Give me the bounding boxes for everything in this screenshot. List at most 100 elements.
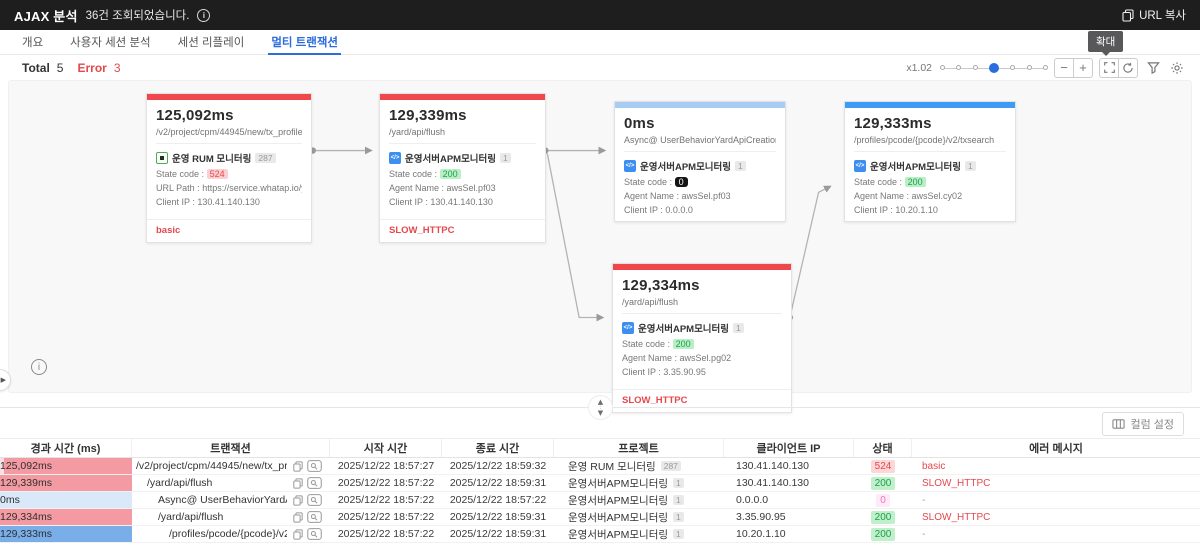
settings-button[interactable] xyxy=(1168,59,1186,77)
card-field: Agent Name : awsSel.pf03 xyxy=(389,183,496,193)
elapsed-value: 129,333ms xyxy=(0,528,52,540)
copy-icon[interactable] xyxy=(293,511,303,523)
table-row[interactable]: 129,333ms /profiles/pcode/{pcode}/v2/txs… xyxy=(0,526,1200,543)
copy-icon[interactable] xyxy=(293,460,303,472)
url-copy-label: URL 복사 xyxy=(1139,10,1186,22)
status-badge: 200 xyxy=(870,527,896,541)
col-header-client-ip[interactable]: 클라이언트 IP xyxy=(724,439,854,457)
card-error-label: SLOW_HTTPC xyxy=(613,389,791,412)
zoom-slider-dot[interactable] xyxy=(1026,65,1032,70)
table-row[interactable]: 129,334ms /yard/api/flush 2025/12/22 18:… xyxy=(0,509,1200,526)
zoom-slider-dot[interactable] xyxy=(940,65,945,70)
apm-project-icon: </> xyxy=(622,322,634,334)
col-header-elapsed[interactable]: 경과 시간 (ms) xyxy=(0,439,132,457)
panel-splitter-handle[interactable]: ▲ : ▼ xyxy=(588,395,613,420)
profile-view-icon[interactable] xyxy=(307,460,322,472)
profile-view-icon[interactable] xyxy=(307,494,322,506)
card-duration: 129,339ms xyxy=(389,107,467,124)
col-header-end-time[interactable]: 종료 시간 xyxy=(442,439,554,457)
col-header-status[interactable]: 상태 xyxy=(854,439,912,457)
table-row[interactable]: 125,092ms /v2/project/cpm/44945/new/tx_p… xyxy=(0,458,1200,475)
tab-session-replay[interactable]: 세션 리플레이 xyxy=(177,37,245,49)
filter-button[interactable] xyxy=(1144,59,1162,77)
card-project-name: 운영서버APM모니터링 xyxy=(640,162,732,173)
card-error-label: SLOW_HTTPC xyxy=(380,219,545,242)
duration-bar xyxy=(0,526,132,542)
copy-icon[interactable] xyxy=(293,494,303,506)
zoom-slider-dot[interactable] xyxy=(1042,65,1048,70)
tab-user-session-analysis[interactable]: 사용자 세션 분석 xyxy=(70,37,151,49)
top-header: AJAX 분석 36건 조회되었습니다. URL 복사 xyxy=(0,0,1200,30)
reset-view-button[interactable] xyxy=(1118,57,1138,78)
column-settings-button[interactable]: 컬럼 설정 xyxy=(1102,412,1184,436)
fit-screen-button[interactable] xyxy=(1099,57,1119,78)
copy-icon xyxy=(1122,8,1134,22)
project-count-badge: 287 xyxy=(660,461,681,471)
card-status-bar xyxy=(380,94,545,100)
transaction-card-async[interactable]: 0ms Async@ UserBehaviorYardApiCreationSe… xyxy=(614,101,786,222)
card-field: State code : 524 xyxy=(156,169,302,179)
elapsed-value: 129,339ms xyxy=(0,477,52,489)
summary-toolbar: Total 5 Error 3 x1.02 − + xyxy=(0,55,1200,80)
state-code-badge: 0 xyxy=(674,177,688,187)
error-label: Error xyxy=(77,60,107,75)
col-header-error-message[interactable]: 에러 메시지 xyxy=(1029,443,1083,455)
copy-icon[interactable] xyxy=(293,528,303,540)
error-message: basic xyxy=(922,460,946,472)
card-field: Agent Name : awsSel.cy02 xyxy=(854,191,963,201)
transaction-card-yard-api-flush-2[interactable]: 129,334ms /yard/api/flush </> 운영서버APM모니터… xyxy=(612,263,792,413)
gear-icon xyxy=(1171,61,1183,74)
zoom-slider[interactable] xyxy=(940,62,1048,74)
table-row[interactable]: 129,339ms /yard/api/flush 2025/12/22 18:… xyxy=(0,475,1200,492)
elapsed-value: 0ms xyxy=(0,494,20,506)
status-badge: 200 xyxy=(870,476,896,490)
error-message: SLOW_HTTPC xyxy=(922,477,991,489)
profile-view-icon[interactable] xyxy=(307,511,322,523)
plus-icon: + xyxy=(1079,60,1087,75)
zoom-out-button[interactable]: − xyxy=(1054,57,1074,78)
diagram-info-icon[interactable] xyxy=(31,359,47,375)
card-field: Client IP : 130.41.140.130 xyxy=(156,197,260,207)
card-duration: 129,334ms xyxy=(622,277,700,294)
profile-view-icon[interactable] xyxy=(307,528,322,540)
project-name: 운영서버APM모니터링 xyxy=(568,511,669,524)
col-header-project[interactable]: 프로젝트 xyxy=(554,439,724,457)
zoom-in-button[interactable]: + xyxy=(1073,57,1093,78)
card-field: Client IP : 0.0.0.0 xyxy=(624,205,693,215)
project-name: 운영서버APM모니터링 xyxy=(568,477,669,490)
zoom-in-tooltip: 확대 xyxy=(1088,31,1124,56)
card-status-bar xyxy=(845,102,1015,108)
project-count-badge: 1 xyxy=(965,161,976,171)
fit-screen-icon xyxy=(1103,62,1115,73)
tab-overview[interactable]: 개요 xyxy=(22,37,44,49)
page-title: AJAX 분석 xyxy=(14,8,78,24)
end-time: 2025/12/22 18:59:31 xyxy=(449,511,547,523)
zoom-level-label: x1.02 xyxy=(906,61,932,74)
col-header-start-time[interactable]: 시작 시간 xyxy=(330,439,442,457)
zoom-slider-dot[interactable] xyxy=(1010,65,1016,70)
col-header-transaction[interactable]: 트랜잭션 xyxy=(132,439,330,457)
copy-icon[interactable] xyxy=(293,477,303,489)
rum-project-icon xyxy=(156,152,168,164)
client-ip: 3.35.90.95 xyxy=(736,511,786,523)
zoom-slider-dot[interactable] xyxy=(956,65,962,70)
transaction-card-txsearch[interactable]: 129,333ms /profiles/pcode/{pcode}/v2/txs… xyxy=(844,101,1016,222)
project-name: 운영서버APM모니터링 xyxy=(568,494,669,507)
card-field: Client IP : 10.20.1.10 xyxy=(854,205,938,215)
tab-multi-transaction[interactable]: 멀티 트랜잭션 xyxy=(268,30,341,55)
transaction-card-tx-profile[interactable]: 125,092ms /v2/project/cpm/44945/new/tx_p… xyxy=(146,93,312,243)
filter-icon xyxy=(1146,62,1160,74)
total-label: Total xyxy=(22,60,50,75)
table-row[interactable]: 0ms Async@ UserBehaviorYardApiCreationSe… xyxy=(0,492,1200,509)
url-copy-button[interactable]: URL 복사 xyxy=(1122,7,1186,23)
zoom-slider-handle[interactable] xyxy=(988,62,999,73)
state-code-badge: 200 xyxy=(672,339,694,349)
end-time: 2025/12/22 18:59:31 xyxy=(449,477,547,489)
profile-view-icon[interactable] xyxy=(307,477,322,489)
zoom-slider-dot[interactable] xyxy=(972,65,978,70)
info-icon[interactable] xyxy=(197,8,211,22)
transaction-card-yard-api-flush-1[interactable]: 129,339ms /yard/api/flush </> 운영서버APM모니터… xyxy=(379,93,546,243)
project-count-badge: 287 xyxy=(255,153,276,163)
zoom-controls: x1.02 − + xyxy=(906,57,1186,78)
project-count-badge: 1 xyxy=(500,153,511,163)
